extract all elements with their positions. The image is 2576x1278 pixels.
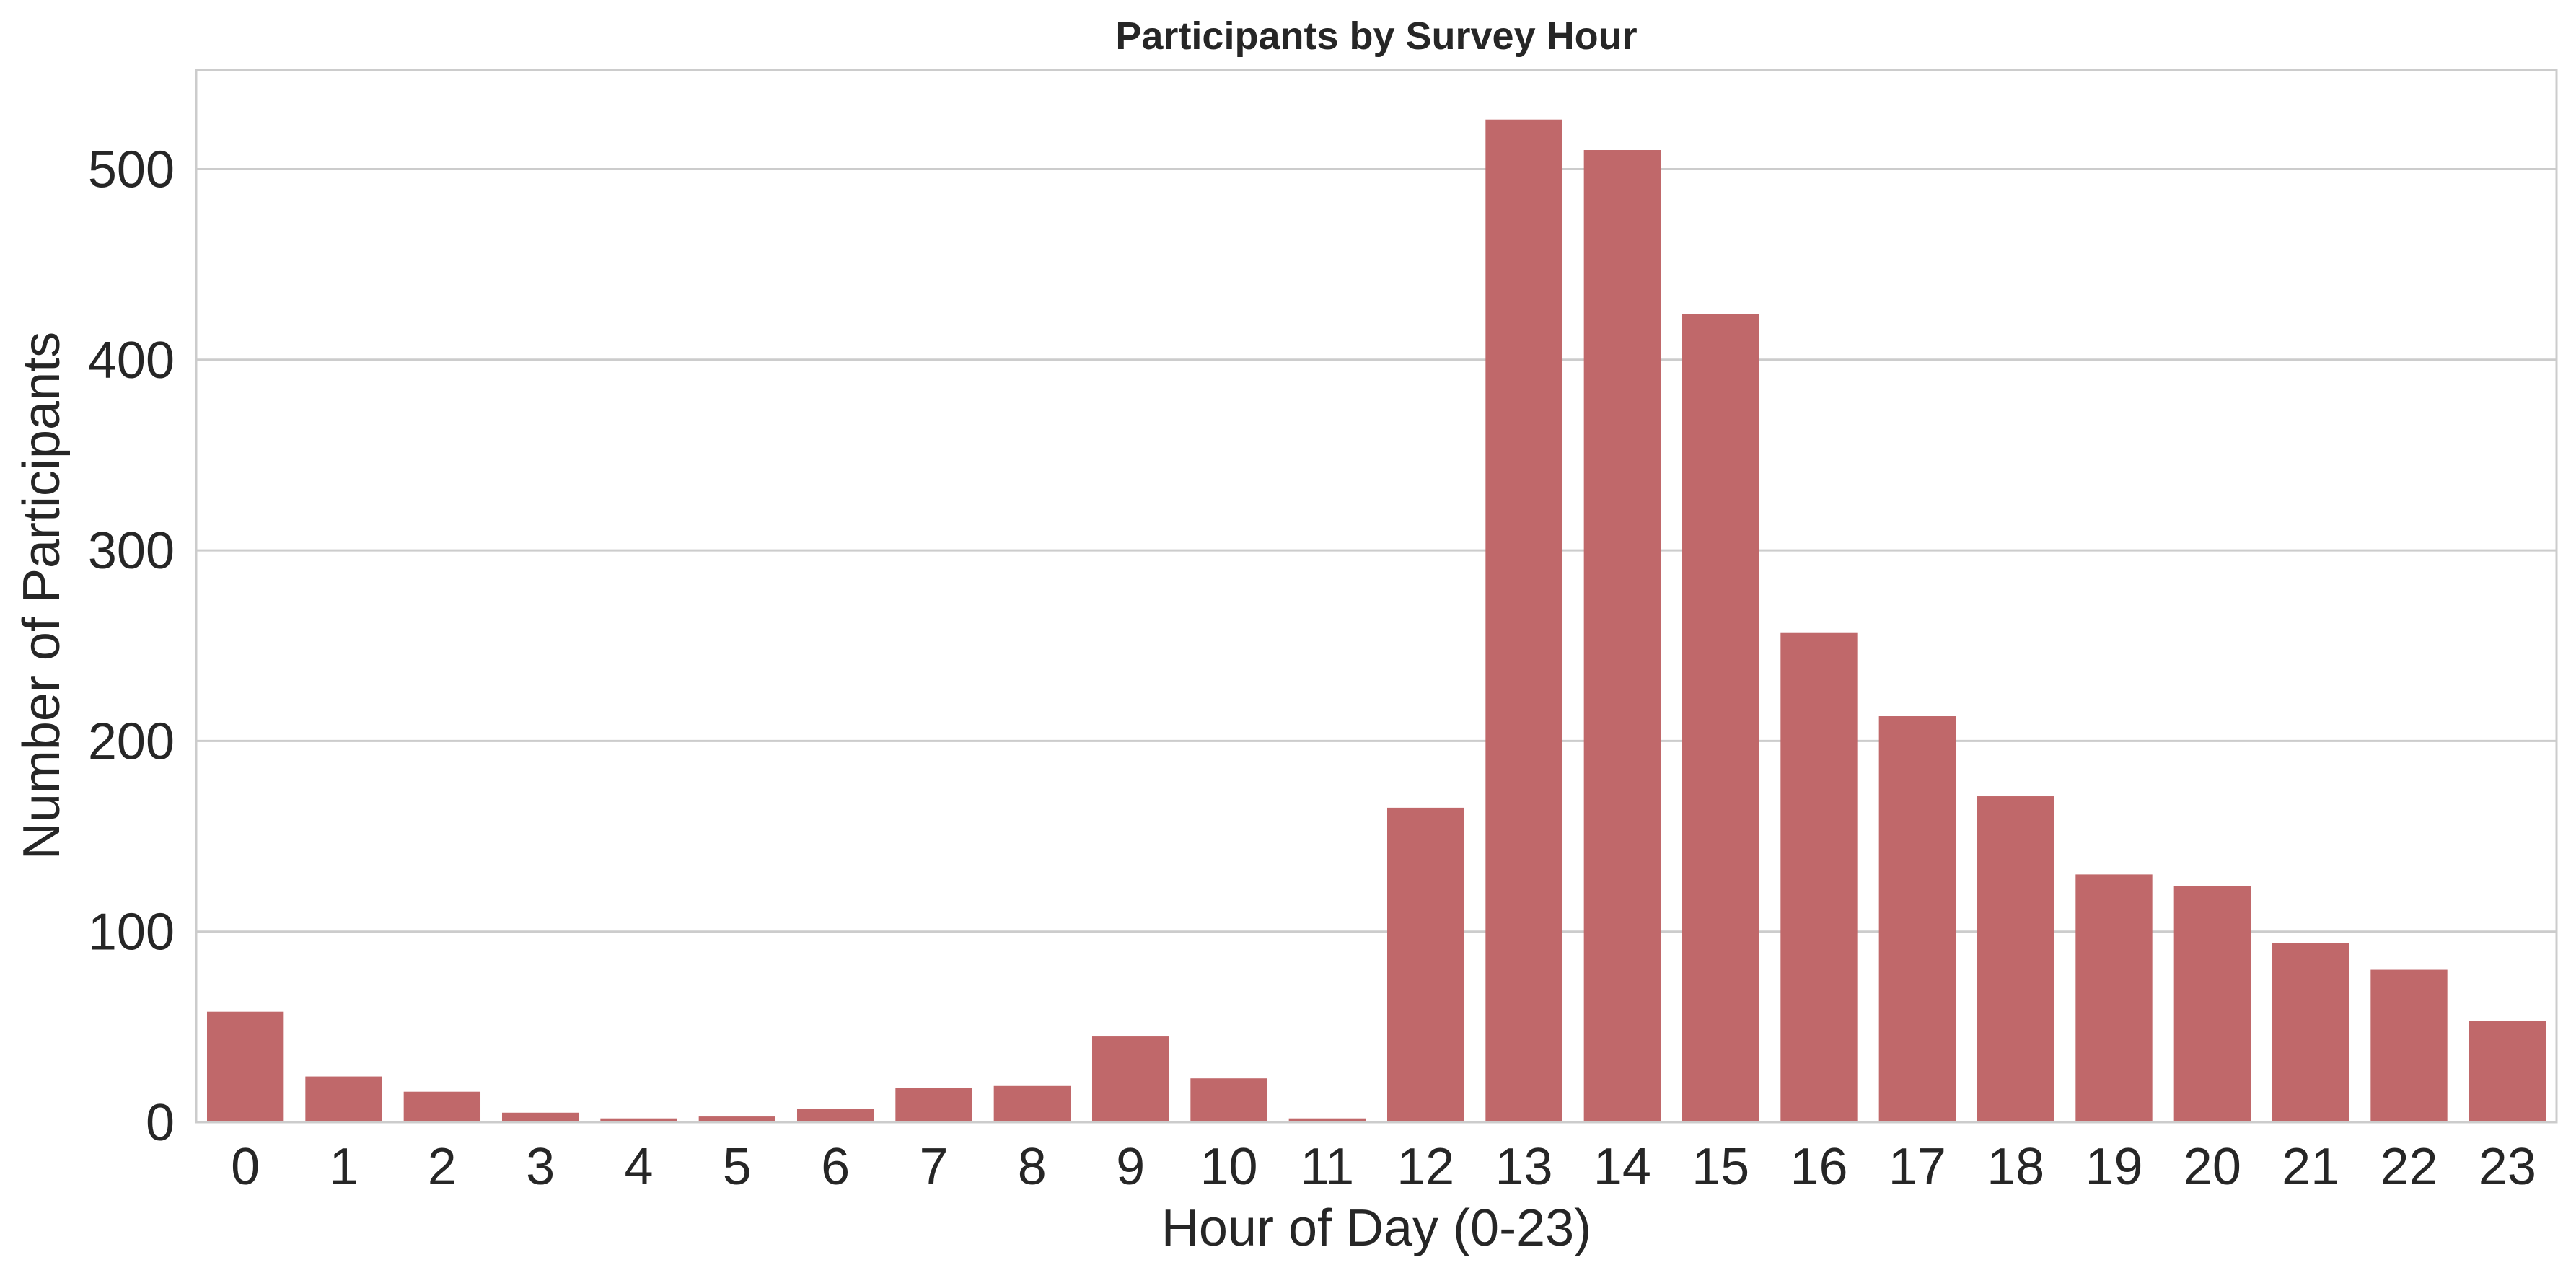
x-tick-label: 6 (821, 1138, 850, 1196)
bar-hour-13 (1485, 119, 1562, 1123)
bar-hour-6 (796, 1109, 874, 1122)
chart-title: Participants by Survey Hour (1115, 14, 1637, 58)
x-tick-label: 1 (329, 1138, 358, 1196)
x-tick-label: 2 (428, 1138, 457, 1196)
x-tick-label: 12 (1397, 1138, 1454, 1196)
x-tick-label: 4 (624, 1138, 653, 1196)
bar-hour-8 (993, 1085, 1071, 1122)
bar-hour-17 (1878, 716, 1956, 1122)
x-tick-label: 0 (231, 1138, 260, 1196)
x-tick-label: 18 (1987, 1138, 2044, 1196)
x-axis-label: Hour of Day (0-23) (1161, 1199, 1591, 1257)
plot-frame (195, 69, 2558, 1124)
x-tick-label: 3 (526, 1138, 555, 1196)
bar-hour-18 (1977, 796, 2054, 1122)
x-tick-label: 10 (1200, 1138, 1257, 1196)
bar-hour-4 (600, 1118, 677, 1122)
x-tick-label: 7 (919, 1138, 948, 1196)
x-tick-label: 22 (2380, 1138, 2437, 1196)
bar-hour-14 (1583, 150, 1661, 1122)
x-tick-label: 8 (1018, 1138, 1047, 1196)
bar-hour-5 (698, 1116, 776, 1122)
bar-hour-15 (1682, 314, 1759, 1122)
bar-hour-21 (2272, 943, 2349, 1122)
bar-hour-11 (1288, 1118, 1366, 1122)
bar-hour-2 (403, 1091, 481, 1122)
bar-hour-7 (895, 1088, 972, 1122)
x-tick-labels: 0 1 2 3 4 5 6 7 8 9 10 11 12 13 14 15 16 17 18 19 20 21 22 23 (231, 1138, 2536, 1196)
x-tick-label: 13 (1495, 1138, 1552, 1196)
bar-hour-16 (1780, 632, 1858, 1122)
x-tick-label: 17 (1889, 1138, 1946, 1196)
y-tick-label: 500 (88, 141, 175, 198)
bar-hour-0 (206, 1011, 284, 1122)
bar-hour-3 (501, 1112, 579, 1122)
y-axis-label: Number of Participants (13, 332, 71, 860)
bar-hour-23 (2469, 1021, 2546, 1122)
bar-hour-19 (2075, 874, 2153, 1122)
x-tick-label: 11 (1300, 1138, 1354, 1196)
bar-hour-9 (1091, 1036, 1169, 1122)
bar-hour-1 (305, 1076, 382, 1122)
bar-hour-12 (1386, 807, 1464, 1122)
x-tick-label: 20 (2184, 1138, 2241, 1196)
x-tick-label: 19 (2085, 1138, 2142, 1196)
bar-hour-22 (2370, 969, 2448, 1122)
y-tick-label: 300 (88, 522, 175, 580)
x-tick-label: 5 (723, 1138, 752, 1196)
y-tick-labels: 0 100 200 300 400 500 (88, 141, 175, 1152)
bar-hour-20 (2173, 886, 2251, 1122)
x-tick-label: 23 (2479, 1138, 2536, 1196)
y-tick-label: 200 (88, 713, 175, 770)
bars (206, 119, 2546, 1123)
bar-hour-10 (1190, 1078, 1267, 1122)
x-tick-label: 15 (1692, 1138, 1749, 1196)
x-tick-label: 9 (1116, 1138, 1145, 1196)
y-tick-label: 100 (88, 904, 175, 961)
y-tick-label: 400 (88, 332, 175, 389)
x-tick-label: 21 (2282, 1138, 2339, 1196)
x-tick-label: 16 (1790, 1138, 1847, 1196)
y-tick-label: 0 (146, 1094, 175, 1152)
x-tick-label: 14 (1593, 1138, 1651, 1196)
